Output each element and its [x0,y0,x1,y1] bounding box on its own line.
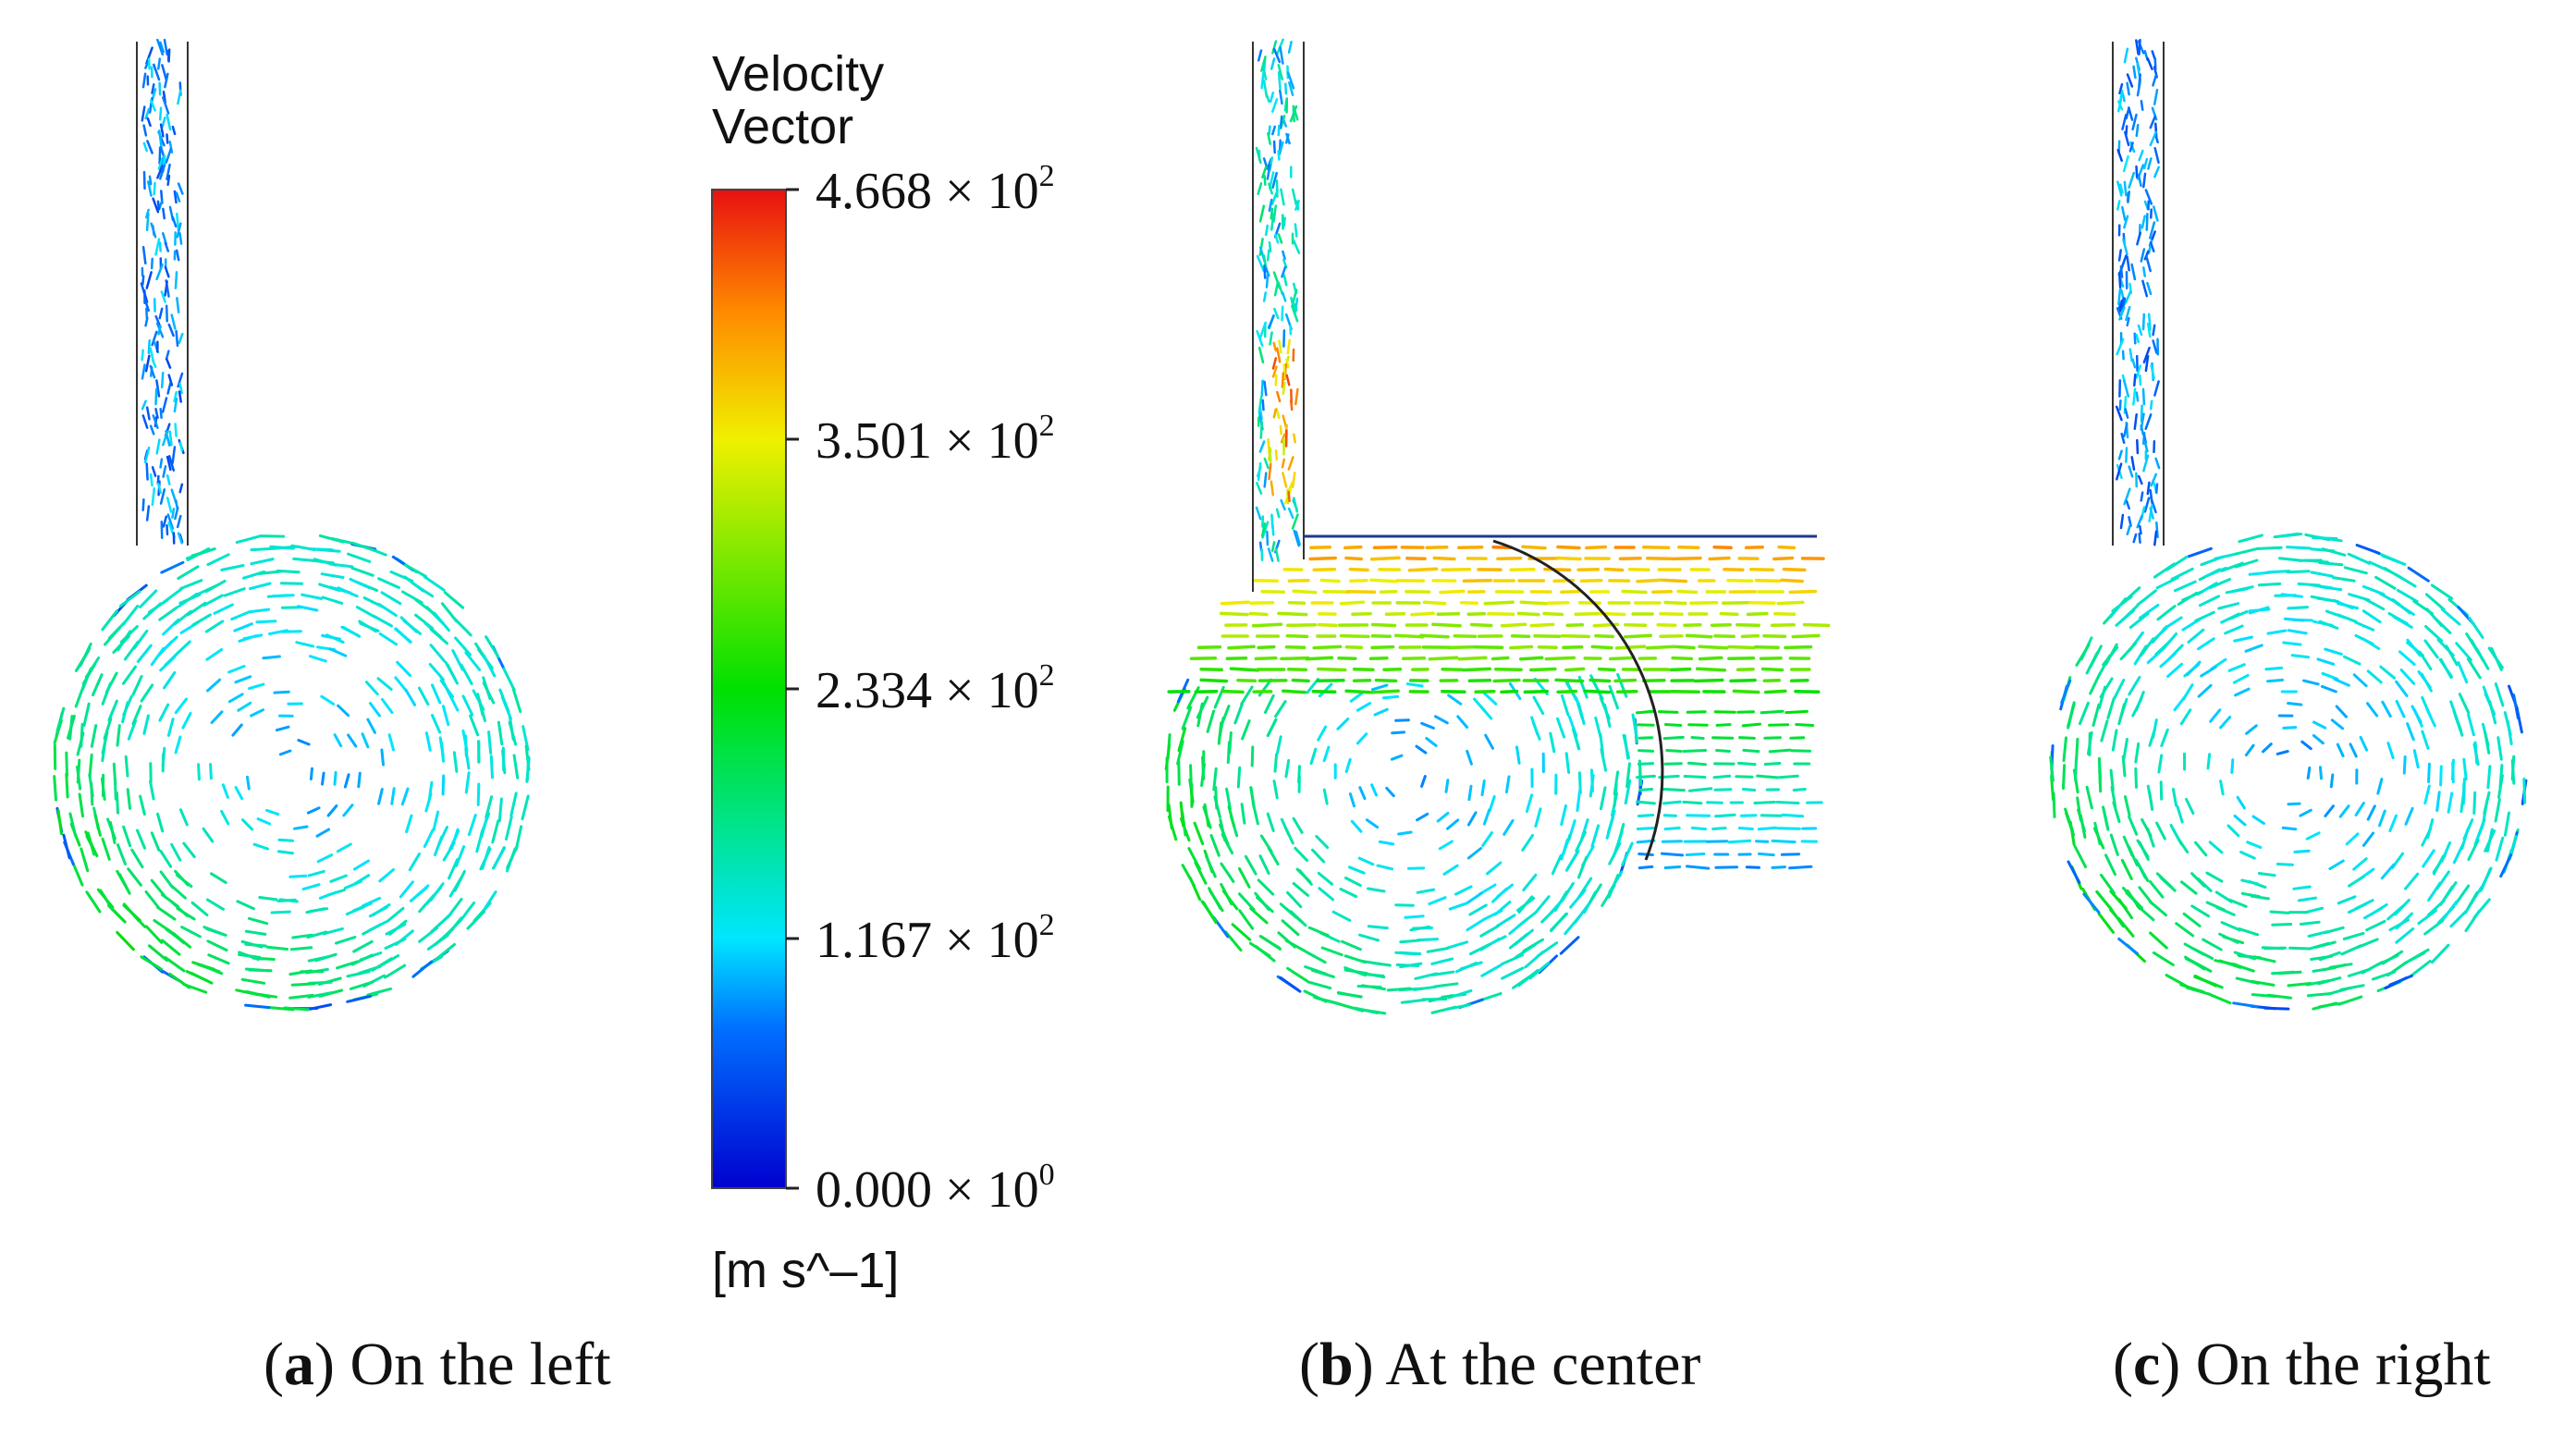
legend-tick-label: 1.167 × 102 [816,908,1055,969]
legend-unit: [m s^–1] [712,1243,899,1298]
legend-title-line2: Vector [712,99,853,154]
caption-b-letter: b [1319,1331,1354,1398]
caption-c-text: On the right [2196,1331,2491,1398]
center-circle-outline [1492,539,1664,861]
caption-a: (a) On the left [264,1331,611,1398]
vector-field-center [1164,534,1831,1015]
legend-tick-exponent: 2 [1039,908,1055,942]
panel-center-flow-field [1164,38,1831,1015]
caption-a-letter: a [284,1331,314,1398]
legend-tick-label: 0.000 × 100 [816,1158,1055,1219]
panel-right-flow-field [2049,39,2528,1011]
legend-tick-exponent: 0 [1039,1158,1055,1192]
caption-c-letter: c [2133,1331,2160,1398]
inlet-pipe-center [1252,38,1305,562]
color-bar [711,189,787,1189]
legend-ticks: 4.668 × 102 3.501 × 102 2.334 × 102 1.167 ×… [786,159,1055,1219]
legend-tick-exponent: 2 [1039,658,1055,693]
legend-tick-label: 3.501 × 102 [816,409,1055,470]
legend-tick-label: 2.334 × 102 [816,658,1055,719]
vector-field-left [53,534,531,1012]
caption-b: (b) At the center [1299,1331,1700,1398]
caption-a-text: On the left [350,1331,610,1398]
legend-title-line1: Velocity [712,46,884,102]
panel-left-flow-field [53,38,531,1012]
velocity-legend: Velocity Vector 4.668 × 102 3.501 × 102 2.… [711,46,1055,1298]
inlet-pipe-left [136,38,189,546]
caption-c: (c) On the right [2113,1331,2491,1398]
legend-tick-label: 4.668 × 102 [816,159,1055,220]
vector-field-right [2049,532,2528,1011]
inlet-pipe-right [2112,39,2165,546]
caption-b-text: At the center [1386,1331,1701,1398]
legend-tick-exponent: 2 [1039,159,1055,193]
legend-tick-exponent: 2 [1039,409,1055,443]
